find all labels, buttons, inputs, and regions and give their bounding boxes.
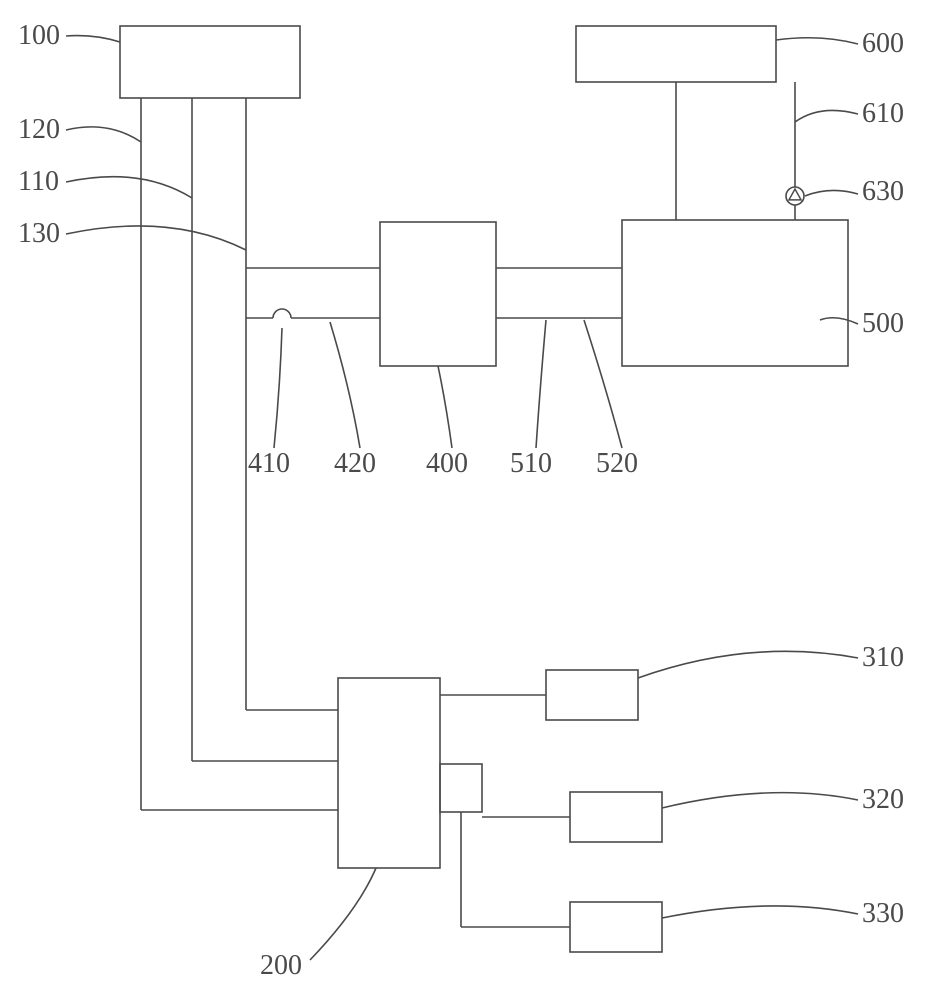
leader-ld310 xyxy=(638,651,858,678)
label-L600: 600 xyxy=(862,28,904,59)
label-L400: 400 xyxy=(426,448,468,479)
label-L500: 500 xyxy=(862,308,904,339)
label-L310: 310 xyxy=(862,642,904,673)
leader-ld500 xyxy=(820,318,858,324)
label-L520: 520 xyxy=(596,448,638,479)
leader-ld520 xyxy=(584,320,622,448)
box-b310 xyxy=(546,670,638,720)
label-L420: 420 xyxy=(334,448,376,479)
leader-ld120 xyxy=(66,127,141,142)
hop-layer xyxy=(273,307,291,320)
leaders-layer xyxy=(66,36,858,960)
leader-ld100 xyxy=(66,36,120,42)
pump-layer xyxy=(786,187,804,205)
leader-ld610 xyxy=(795,110,858,122)
leader-ld130 xyxy=(66,226,246,250)
label-L510: 510 xyxy=(510,448,552,479)
leader-ld420 xyxy=(330,322,360,448)
box-b200 xyxy=(338,678,440,868)
leader-ld630 xyxy=(805,190,858,196)
leader-ld330 xyxy=(662,906,858,918)
boxes-layer xyxy=(120,26,848,952)
block-diagram: 100 120 110 130 600 610 630 500 410 420 400 510 520 3… xyxy=(0,0,933,1000)
leader-ld320 xyxy=(662,793,858,808)
leader-ld110 xyxy=(66,177,192,198)
box-mid_small xyxy=(440,764,482,812)
label-L320: 320 xyxy=(862,784,904,815)
leader-ld200 xyxy=(310,868,376,960)
box-b320 xyxy=(570,792,662,842)
box-b600 xyxy=(576,26,776,82)
box-b500 xyxy=(622,220,848,366)
label-L410: 410 xyxy=(248,448,290,479)
label-L610: 610 xyxy=(862,98,904,129)
label-L110: 110 xyxy=(18,166,59,197)
leader-ld400 xyxy=(438,366,452,448)
label-L120: 120 xyxy=(18,114,60,145)
label-L200: 200 xyxy=(260,950,302,981)
leader-ld510 xyxy=(536,320,546,448)
box-b400 xyxy=(380,222,496,366)
label-L130: 130 xyxy=(18,218,60,249)
label-L330: 330 xyxy=(862,898,904,929)
leader-ld410 xyxy=(274,328,282,448)
label-L630: 630 xyxy=(862,176,904,207)
box-b100 xyxy=(120,26,300,98)
leader-ld600 xyxy=(776,38,858,44)
box-b330 xyxy=(570,902,662,952)
label-L100: 100 xyxy=(18,20,60,51)
